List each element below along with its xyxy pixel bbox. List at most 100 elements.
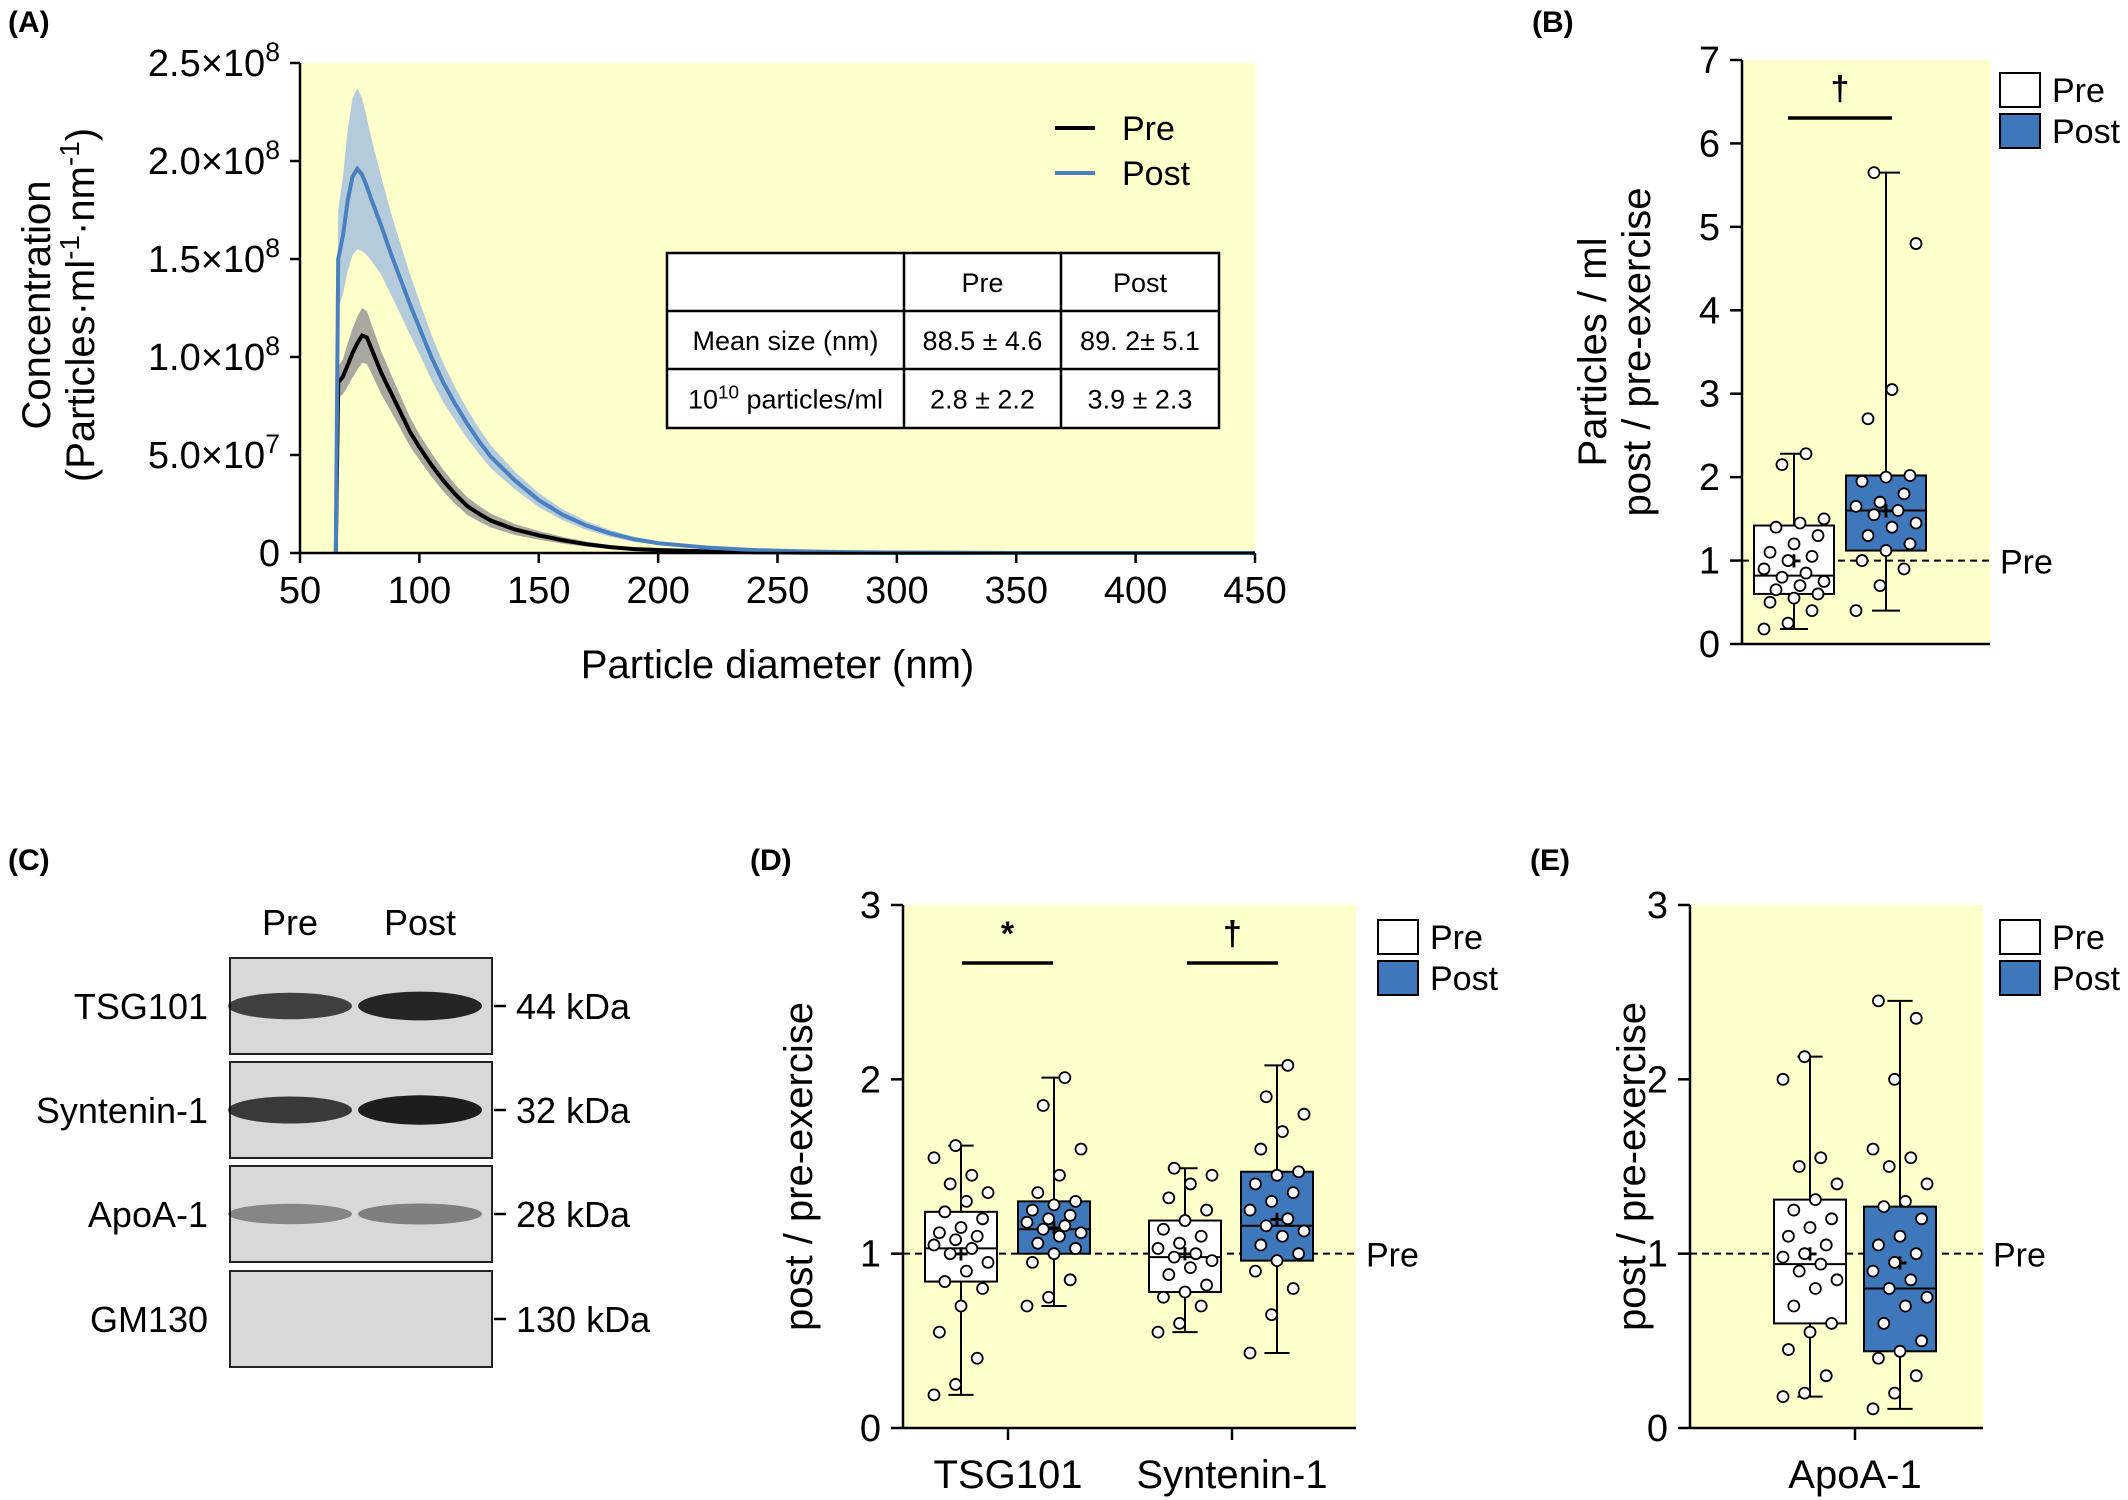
mw-label: 130 kDa	[516, 1299, 651, 1340]
lane-label: Pre	[262, 902, 318, 943]
data-point	[1069, 1194, 1082, 1208]
legend-swatch-pre	[1999, 919, 2041, 955]
y-tick-label: 2	[1647, 1059, 1668, 1101]
data-point	[1776, 1250, 1790, 1264]
y-axis-title: Particles / ml	[1571, 238, 1615, 467]
data-point	[1167, 1161, 1181, 1175]
protein-label: Syntenin-1	[36, 1090, 208, 1131]
y-tick-label: 4	[1699, 290, 1720, 332]
legend-swatch-pre	[1999, 72, 2041, 108]
data-point	[1793, 579, 1807, 592]
data-point	[1893, 1229, 1907, 1243]
data-point	[1775, 458, 1789, 472]
data-point	[1189, 1247, 1203, 1261]
data-point	[1259, 1090, 1273, 1104]
data-point	[1297, 1107, 1311, 1121]
data-point	[1909, 1247, 1923, 1261]
data-point	[1817, 575, 1831, 588]
data-point	[1787, 1299, 1801, 1313]
data-point	[949, 1378, 962, 1391]
legend-label-post: Post	[1430, 960, 1499, 998]
superscript: 8	[265, 37, 280, 67]
data-point	[1292, 1247, 1305, 1261]
data-point	[1162, 1268, 1176, 1281]
data-point	[1763, 595, 1777, 609]
data-point	[954, 1299, 968, 1313]
y-axis-title: post / pre-exercise	[777, 1002, 821, 1331]
y-tick-label-a: 1.5×108	[148, 233, 280, 281]
data-point	[1855, 474, 1869, 488]
data-point	[1805, 604, 1819, 618]
table-cell: 89. 2± 5.1	[1080, 326, 1200, 356]
table-cell: 88.5 ± 4.6	[923, 326, 1043, 356]
data-point	[1775, 570, 1789, 584]
panel-c: (C) Pre Post TSG101 44 kDa Syntenin-1 32 kDa Ap…	[8, 844, 651, 1368]
legend-swatch-post	[1999, 960, 2041, 996]
legend-swatch-pre	[1377, 919, 1419, 955]
data-point	[1757, 622, 1771, 636]
data-point	[1787, 591, 1801, 605]
data-point	[976, 1212, 989, 1226]
data-point	[1877, 1200, 1891, 1213]
data-point	[1909, 1369, 1923, 1383]
data-point	[1205, 1168, 1219, 1182]
data-point	[1798, 1050, 1811, 1064]
x-axis-title-a: Particle diameter (nm)	[581, 643, 974, 687]
y-tick-label: 0	[860, 1408, 881, 1450]
mean-marker: +	[953, 1239, 968, 1269]
data-point	[1063, 1208, 1077, 1222]
data-point	[1276, 1229, 1289, 1243]
data-point	[1173, 1317, 1186, 1330]
data-point	[1243, 1203, 1257, 1217]
data-point	[1877, 1317, 1891, 1330]
data-point	[1151, 1325, 1165, 1339]
data-point	[1292, 1165, 1305, 1179]
data-point	[1265, 1308, 1278, 1322]
data-point	[927, 1238, 941, 1252]
significance-symbol: †	[1831, 70, 1850, 108]
y-axis-title-2: post / pre-exercise	[1615, 187, 1659, 516]
plot-background	[903, 905, 1356, 1428]
data-point	[1866, 1142, 1880, 1156]
y-tick-label-a: 1.0×108	[148, 331, 280, 379]
data-point	[1769, 583, 1783, 597]
lane-label: Post	[384, 902, 456, 943]
y-tick-label-a: 2.5×108	[148, 37, 280, 85]
data-point	[1904, 1273, 1918, 1287]
table-cell: 2.8 ± 2.2	[930, 385, 1035, 415]
blot-band	[358, 1095, 482, 1125]
table-cell: Pre	[961, 268, 1003, 298]
text-run: )	[59, 128, 103, 141]
data-point	[1811, 529, 1825, 542]
data-point	[1809, 1193, 1822, 1207]
data-point	[1819, 1238, 1833, 1252]
mw-label: 28 kDa	[516, 1194, 631, 1235]
data-point	[1157, 1222, 1170, 1236]
data-point	[1798, 1247, 1811, 1261]
plot-background	[1690, 905, 1983, 1428]
table-cell: Mean size (nm)	[692, 326, 878, 356]
data-point	[1281, 1058, 1295, 1072]
data-point	[1849, 604, 1863, 618]
legend-label-post: Post	[2052, 113, 2121, 151]
panel-label: (E)	[1530, 844, 1570, 877]
data-point	[970, 1229, 984, 1243]
data-point	[1888, 1386, 1901, 1400]
data-point	[1885, 383, 1899, 396]
text-run: 1.5×10	[148, 239, 265, 281]
data-point	[1849, 499, 1863, 513]
legend-swatch-post	[1377, 960, 1419, 996]
data-point	[1830, 1177, 1844, 1191]
legend-label-pre: Pre	[1122, 110, 1175, 148]
data-point	[1178, 1285, 1192, 1299]
text-run: 88.5 ± 4.6	[923, 326, 1043, 356]
data-point	[1042, 1212, 1055, 1226]
y-tick-label: 0	[1699, 624, 1720, 666]
data-point	[1803, 1325, 1817, 1339]
data-point	[1882, 1160, 1896, 1173]
data-point	[1803, 1221, 1817, 1234]
text-run: 3.9 ± 2.3	[1088, 385, 1193, 415]
x-tick-label-a: 300	[865, 570, 928, 612]
superscript: -1	[54, 141, 85, 166]
data-point	[1879, 470, 1893, 484]
